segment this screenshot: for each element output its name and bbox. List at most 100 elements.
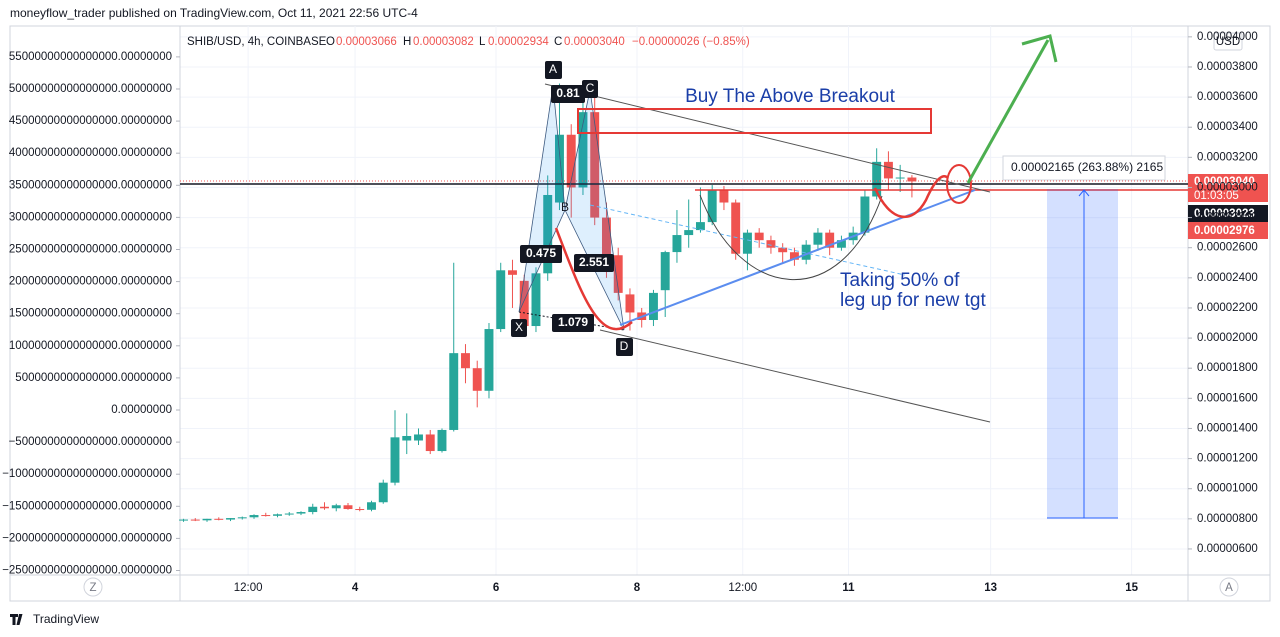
y2-tick-label: 15000000000000000.00000000 [9, 308, 172, 320]
y2-tick-label: 40000000000000000.00000000 [9, 147, 172, 159]
y2-tick-label: 5000000000000000.00000000 [15, 372, 172, 384]
candle-body [484, 329, 494, 391]
ratio-label: 2.551 [579, 255, 609, 269]
point-label: D [620, 339, 629, 353]
y2-tick-label: 35000000000000000.00000000 [9, 179, 172, 191]
candle-body [578, 112, 588, 188]
candle-body [496, 270, 506, 330]
candle-body [308, 506, 318, 513]
y2-tick-label: 45000000000000000.00000000 [9, 115, 172, 127]
candle-body [766, 240, 776, 248]
lower-trendline [599, 329, 991, 423]
last-price: 0.00003040 [1194, 176, 1255, 188]
currency-badge [1213, 32, 1243, 51]
candle-body [883, 161, 893, 179]
legend-o: O [326, 36, 335, 48]
y-tick-label: 0.00000600 [1197, 543, 1258, 555]
candle-body [789, 252, 799, 260]
candle-body [284, 513, 294, 515]
ratio-box [574, 254, 614, 272]
legend-close: 0.00003040 [564, 36, 625, 48]
ratio-label: 0.475 [526, 246, 556, 260]
y-tick-label: 0.00001000 [1197, 483, 1258, 495]
candle-body [778, 247, 788, 253]
candle-body [860, 196, 870, 233]
logo-mark [10, 614, 23, 625]
candle-body [590, 112, 600, 218]
cup-curve [699, 194, 883, 281]
legend-high: 0.00003082 [413, 36, 474, 48]
legend-h: H [403, 36, 411, 48]
candle-body [731, 202, 741, 254]
breakout-circle [946, 164, 972, 204]
zoom-button[interactable] [83, 577, 103, 597]
footer-logo: TradingView [10, 612, 99, 626]
candle-body [825, 232, 835, 248]
candle-body [695, 222, 705, 231]
target-note: leg up for new tgt [840, 290, 986, 311]
green-arrowhead [1021, 34, 1058, 63]
x-tick-label: 8 [634, 582, 641, 594]
candle-body [390, 437, 400, 483]
candle-body [907, 177, 917, 182]
candle-body [249, 515, 259, 518]
y2-tick-label: 55000000000000000.00000000 [9, 51, 172, 63]
upper-trendline [544, 83, 991, 193]
zoom-label[interactable]: Z [89, 582, 96, 594]
candle-body [719, 190, 729, 203]
legend-low: 0.00002934 [488, 36, 549, 48]
currency-label: USD [1216, 36, 1240, 48]
y2-tick-label: 20000000000000000.00000000 [9, 276, 172, 288]
measure-label: 0.00002165 (263.88%) 2165 [1011, 160, 1163, 174]
last-price-badge [1188, 174, 1268, 202]
x-tick-label: 15 [1125, 582, 1138, 594]
candle-body [566, 134, 576, 188]
ratio-box [552, 314, 594, 332]
y-tick-label: 0.00003000 [1197, 181, 1258, 193]
candle-body [237, 517, 247, 519]
y2-tick-label: −20000000000000000.00000000 [2, 532, 172, 544]
candle-body [813, 232, 823, 245]
candle-body [425, 434, 435, 452]
candle-body [754, 232, 764, 241]
y-tick-label: 0.00002800 [1197, 212, 1258, 224]
legend-open: 0.00003066 [336, 36, 397, 48]
third-badge [1188, 222, 1268, 239]
ratio-box [520, 245, 562, 263]
x-tick-label: 12:00 [234, 582, 263, 594]
y-tick-label: 0.00000800 [1197, 513, 1258, 525]
candle-body [836, 240, 846, 248]
point-box [545, 61, 562, 79]
legend-symbol: SHIB/USD, 4h, COINBASE [187, 36, 327, 48]
candle-body [707, 190, 717, 223]
third-price: 0.00002976 [1194, 225, 1255, 237]
candle-body [296, 512, 306, 514]
y-tick-label: 0.00001400 [1197, 422, 1258, 434]
y-tick-label: 0.00001600 [1197, 392, 1258, 404]
price-badges: 0.00003040 01:03:05 0.00003023 0.0000297… [1188, 174, 1268, 239]
y-tick-label: 0.00002400 [1197, 272, 1258, 284]
point-box [616, 338, 633, 356]
y-tick-label: 0.00003600 [1197, 91, 1258, 103]
candle-body [378, 482, 388, 503]
auto-button[interactable] [1219, 577, 1239, 597]
candle-body [202, 518, 212, 521]
y-tick-label: 0.00004000 [1197, 31, 1258, 43]
x-tick-label: 6 [493, 582, 499, 594]
green-arrow [966, 39, 1050, 184]
candle-body [261, 515, 271, 517]
point-label: A [549, 62, 557, 76]
y2-tick-label: −10000000000000000.00000000 [2, 468, 172, 480]
candle-body [273, 514, 282, 516]
auto-label[interactable]: A [1225, 582, 1233, 594]
y-tick-label: 0.00003400 [1197, 121, 1258, 133]
x-tick-label: 13 [984, 582, 997, 594]
candle-body [179, 519, 188, 521]
second-price: 0.00003023 [1194, 208, 1255, 220]
candle-body [414, 434, 423, 441]
candle-body [331, 505, 341, 509]
candle-body [613, 255, 623, 293]
ratio-label: 1.079 [558, 315, 588, 329]
candle-body [684, 230, 694, 236]
